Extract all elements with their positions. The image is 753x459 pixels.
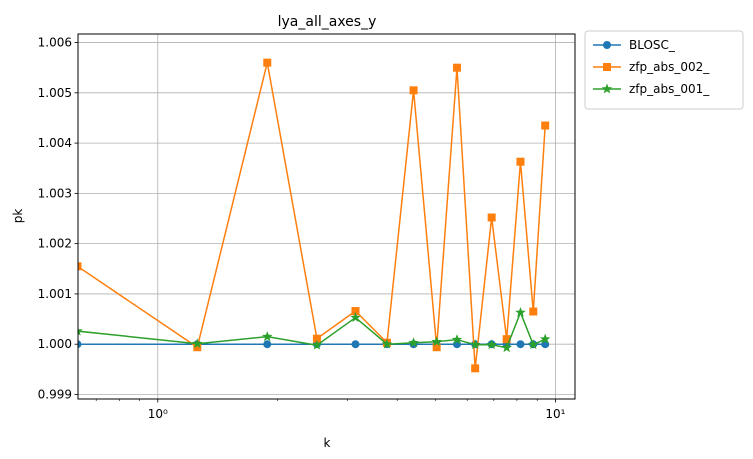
x-axis-label: k xyxy=(324,436,331,450)
plot-series xyxy=(78,58,551,373)
data-point xyxy=(312,334,321,343)
data-point xyxy=(487,213,496,222)
data-point xyxy=(451,334,463,345)
legend-label: BLOSC_ xyxy=(629,38,676,52)
data-point xyxy=(311,339,323,350)
y-tick-label: 1.001 xyxy=(38,287,72,301)
legend-box xyxy=(584,30,744,110)
data-point xyxy=(78,327,83,336)
y-tick-label: 1.006 xyxy=(38,36,72,50)
plot-frame xyxy=(77,33,576,400)
legend-item: zfp_abs_001_ xyxy=(593,82,710,96)
data-point xyxy=(539,333,551,344)
axis-ticks: 0.999 1.000 1.001 1.002 1.003 1.004 1.005 1.006… xyxy=(38,36,566,421)
legend-marker xyxy=(603,41,611,49)
legend: BLOSC_ zfp_abs_002_ zfp_abs_001_ xyxy=(584,30,744,110)
data-point xyxy=(263,340,272,349)
data-point xyxy=(516,157,525,166)
legend-marker xyxy=(603,63,611,71)
y-tick-label: 1.005 xyxy=(38,86,72,100)
legend-item: BLOSC_ xyxy=(593,38,676,52)
data-point xyxy=(516,340,525,349)
y-tick-label: 1.002 xyxy=(38,237,72,251)
y-tick-label: 1.003 xyxy=(38,186,72,200)
data-point xyxy=(193,343,202,352)
series-zfp_abs_002_ xyxy=(78,58,550,373)
data-point xyxy=(486,339,497,350)
data-point xyxy=(262,331,273,342)
data-point xyxy=(432,343,441,352)
data-point xyxy=(351,340,360,349)
series-zfp_abs_001_ xyxy=(78,307,551,353)
data-point xyxy=(501,342,512,353)
data-point xyxy=(528,339,539,350)
data-point xyxy=(541,121,550,130)
data-point xyxy=(350,312,361,322)
chart-title: lya_all_axes_y xyxy=(278,14,377,30)
data-point xyxy=(469,339,481,350)
data-point xyxy=(381,338,393,349)
data-point xyxy=(431,336,442,347)
legend-item: zfp_abs_002_ xyxy=(593,60,710,74)
legend-label: zfp_abs_002_ xyxy=(629,60,710,74)
data-point xyxy=(351,307,360,316)
data-point xyxy=(192,338,203,349)
data-point xyxy=(471,364,480,373)
data-point xyxy=(529,307,538,316)
x-tick-label: 10¹ xyxy=(545,407,565,421)
y-tick-label: 1.000 xyxy=(38,337,72,351)
data-point xyxy=(515,307,526,317)
data-point xyxy=(78,340,82,349)
data-point xyxy=(409,86,418,95)
y-tick-label: 0.999 xyxy=(38,387,72,401)
legend-label: zfp_abs_001_ xyxy=(629,82,710,96)
data-point xyxy=(502,335,511,344)
y-tick-label: 1.004 xyxy=(38,136,72,150)
data-point xyxy=(263,58,272,67)
data-point xyxy=(78,262,82,271)
data-point xyxy=(452,63,461,72)
legend-marker xyxy=(601,83,613,94)
data-point xyxy=(408,337,419,348)
x-tick-label: 10⁰ xyxy=(148,407,168,421)
y-axis-label: pk xyxy=(11,209,25,224)
